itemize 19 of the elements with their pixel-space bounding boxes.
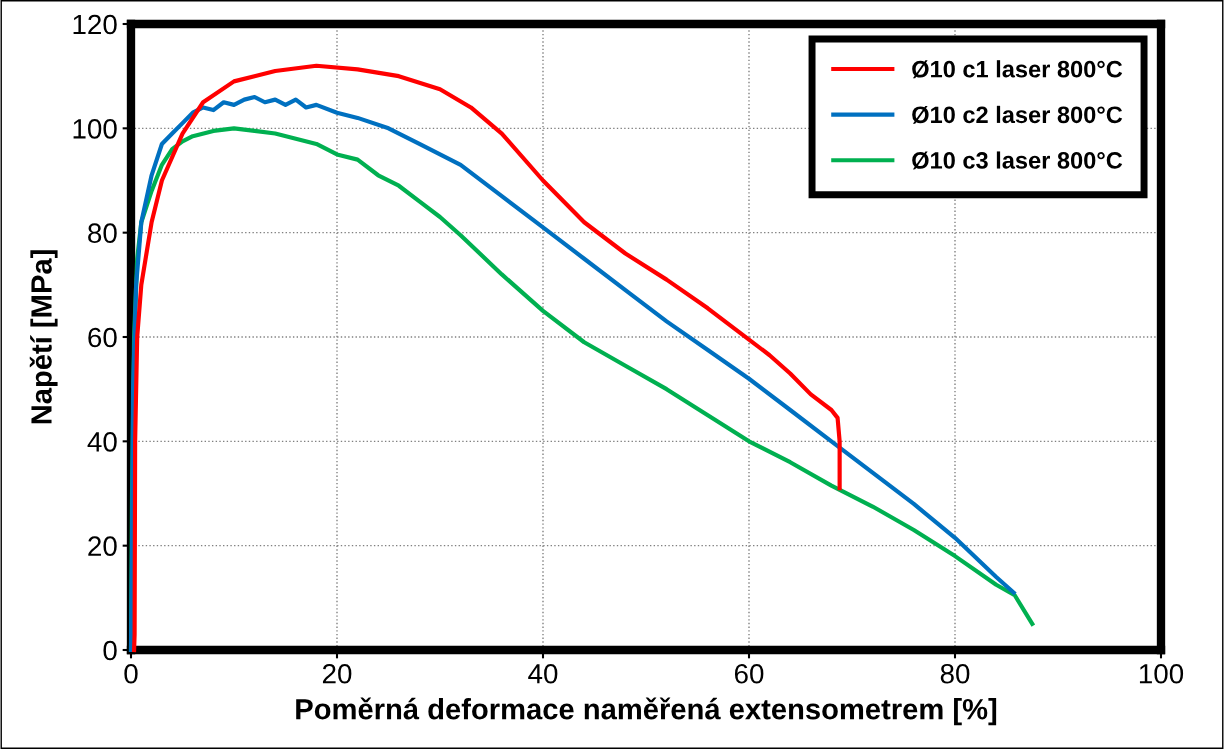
y-axis-title: Napětí [MPa] (29, 250, 58, 424)
x-tick-label: 80 (940, 663, 970, 684)
y-tick-label: 0 (103, 640, 117, 661)
line-series (132, 63, 842, 653)
y-tick-label: 40 (87, 432, 117, 452)
x-tick-label: 20 (322, 663, 352, 684)
y-tick-label: 20 (88, 536, 117, 557)
x-axis-title: Poměrná deformace naměřená extensometrem [%] (296, 697, 997, 726)
x-tick-label: 0 (124, 663, 138, 684)
legend-label: Ø10 c3 laser 800°C (912, 151, 1123, 170)
legend-label: Ø10 c2 laser 800°C (912, 105, 1123, 124)
y-tick-label: 60 (88, 327, 117, 348)
legend-label: Ø10 c1 laser 800°C (912, 60, 1123, 79)
y-tick-label: 100 (73, 119, 117, 139)
x-tick-label: 100 (1139, 663, 1184, 684)
y-tick-label: 80 (88, 223, 117, 244)
y-tick-label: 120 (73, 14, 117, 35)
x-tick-label: 40 (528, 663, 558, 684)
x-tick-label: 60 (734, 663, 764, 684)
